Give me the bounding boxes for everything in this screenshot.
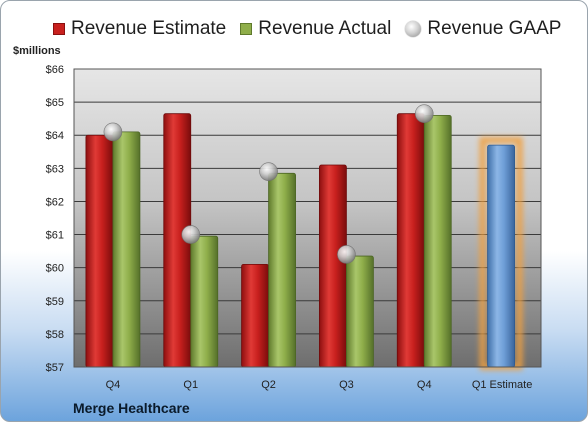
bar-actual [346, 255, 374, 368]
y-tick-label: $60 [46, 263, 64, 275]
legend-swatch-estimate [53, 23, 65, 35]
bar-actual [268, 172, 296, 368]
y-tick-label: $57 [46, 362, 64, 374]
x-tick-label: Q4 [417, 379, 432, 391]
bar-estimate [319, 164, 347, 368]
gaap-marker [259, 162, 278, 181]
legend-label-gaap: Revenue GAAP [427, 18, 562, 39]
y-tick-label: $59 [46, 296, 64, 308]
legend-item-gaap: Revenue GAAP [405, 18, 561, 40]
gaap-marker [337, 245, 356, 264]
legend-swatch-gaap [405, 21, 422, 37]
chart-legend: Revenue Estimate Revenue Actual Revenue … [53, 17, 587, 41]
company-name: Merge Healthcare [73, 400, 190, 416]
y-tick-label: $62 [46, 196, 64, 208]
y-tick-label: $66 [46, 64, 64, 76]
gaap-marker [414, 104, 434, 123]
legend-swatch-actual [240, 23, 253, 35]
x-tick-label: Q1 [183, 379, 198, 391]
x-tick-label: Q1 Estimate [472, 379, 533, 391]
bar-actual [112, 131, 141, 368]
y-tick-label: $58 [46, 329, 64, 341]
bar-estimate [85, 134, 114, 368]
legend-label-estimate: Revenue Estimate [71, 18, 227, 39]
bar-estimate-forecast [487, 144, 515, 368]
gaap-marker [181, 225, 201, 244]
y-tick-label: $63 [46, 163, 64, 175]
y-axis-unit-label: $millions [13, 45, 61, 57]
bar-estimate [396, 113, 425, 368]
y-tick-label: $61 [46, 230, 64, 242]
plot-border [73, 68, 542, 368]
legend-item-estimate: Revenue Estimate [53, 18, 226, 40]
y-tick-label: $65 [46, 97, 64, 109]
bar-estimate [241, 263, 269, 368]
x-tick-label: Q3 [339, 379, 354, 391]
bar-actual [190, 235, 219, 368]
legend-label-actual: Revenue Actual [258, 18, 392, 39]
plot-area [74, 69, 541, 367]
bar-actual [423, 114, 452, 368]
gaap-marker [103, 122, 123, 142]
x-tick-label: Q4 [106, 379, 121, 391]
legend-item-actual: Revenue Actual [240, 18, 391, 40]
x-tick-label: Q2 [261, 379, 276, 391]
y-tick-label: $64 [46, 130, 64, 142]
